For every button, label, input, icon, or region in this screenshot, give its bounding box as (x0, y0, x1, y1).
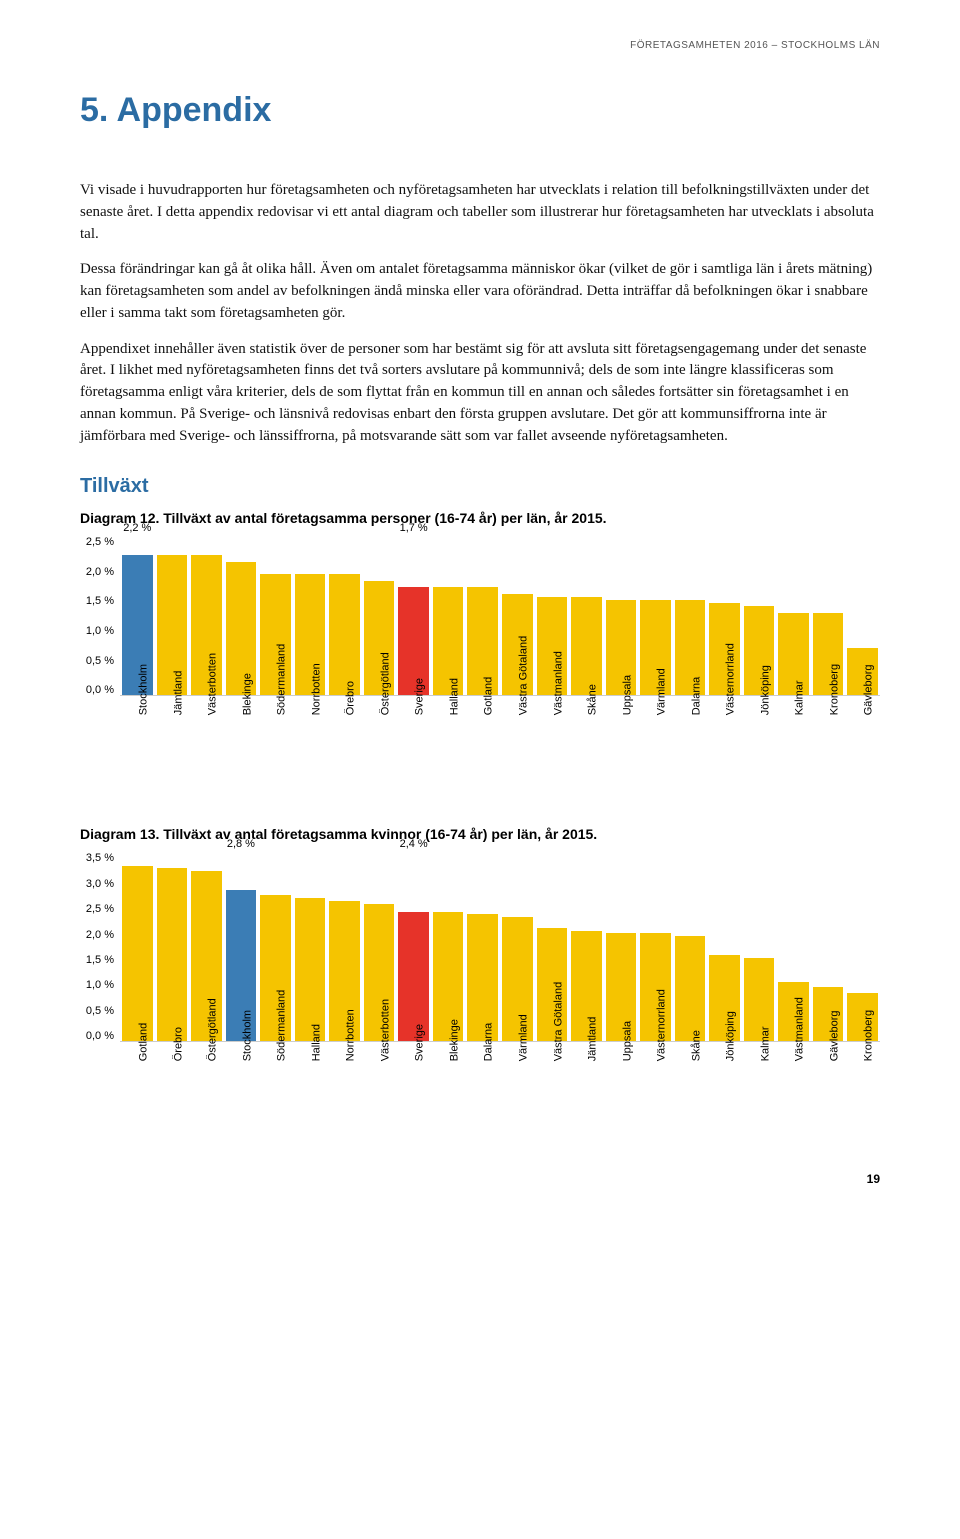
bar-annotation: 2,4 % (400, 838, 428, 852)
bar-slot (606, 536, 637, 695)
y-tick: 3,0 % (80, 878, 114, 890)
bar-gotland (122, 866, 153, 1042)
bar-annotation: 1,7 % (400, 522, 428, 536)
chart-13: Diagram 13. Tillväxt av antal företagsam… (80, 826, 880, 1136)
y-tick: 2,5 % (80, 536, 114, 548)
bar-örebro (157, 868, 188, 1041)
y-tick: 0,5 % (80, 655, 114, 667)
bar-örebro (329, 574, 360, 695)
y-tick: 0,0 % (80, 684, 114, 696)
y-tick: 1,0 % (80, 979, 114, 991)
bar-slot (122, 852, 153, 1041)
page-header: FÖRETAGSAMHETEN 2016 – STOCKHOLMS LÄN (80, 40, 880, 51)
paragraph-2: Dessa förändringar kan gå åt olika håll.… (80, 259, 880, 324)
y-tick: 1,5 % (80, 954, 114, 966)
bar-slot (675, 852, 706, 1041)
y-tick: 2,5 % (80, 903, 114, 915)
y-tick: 2,0 % (80, 566, 114, 578)
bar-skåne (675, 936, 706, 1041)
x-label: Kronoberg (863, 1046, 953, 1077)
chart-13-title: Diagram 13. Tillväxt av antal företagsam… (80, 826, 880, 842)
bar-slot (606, 852, 637, 1041)
bar-slot (295, 852, 326, 1041)
page-number: 19 (80, 1172, 880, 1186)
bar-slot (778, 536, 809, 695)
bar-skåne (571, 597, 602, 696)
bar-halland (295, 898, 326, 1041)
chart-12-title: Diagram 12. Tillväxt av antal företagsam… (80, 510, 880, 526)
chart-13-y-axis: 3,5 % 3,0 % 2,5 % 2,0 % 1,5 % 1,0 % 0,5 % 0,0 % (80, 852, 120, 1042)
chart-12: Diagram 12. Tillväxt av antal företagsam… (80, 510, 880, 790)
bar-slot (226, 536, 257, 695)
bar-slot (329, 536, 360, 695)
bar-slot (502, 852, 533, 1041)
y-tick: 0,0 % (80, 1030, 114, 1042)
y-tick: 0,5 % (80, 1005, 114, 1017)
bar-slot (744, 852, 775, 1041)
bar-slot (571, 852, 602, 1041)
bar-slot (571, 536, 602, 695)
chart-13-x-labels: GotlandÖrebroÖstergötlandStockholmSöderm… (120, 1042, 880, 1136)
chart-12-x-labels: StockholmJämtlandVästerbottenBlekingeSöd… (120, 696, 880, 790)
bar-slot: 2,4 % (398, 852, 429, 1041)
bar-slot: 1,7 % (398, 536, 429, 695)
bar-annotation: 2,8 % (227, 838, 255, 852)
bar-annotation: 2,2 % (123, 522, 151, 536)
section-title: 5. Appendix (80, 91, 880, 130)
x-label: Gävleborg (863, 700, 953, 731)
chart-13-plot: 2,8 %2,4 % (120, 852, 880, 1042)
y-tick: 2,0 % (80, 929, 114, 941)
subsection-title: Tillväxt (80, 475, 880, 498)
bar-slot (675, 536, 706, 695)
paragraph-1: Vi visade i huvudrapporten hur företagsa… (80, 180, 880, 245)
chart-12-y-axis: 2,5 % 2,0 % 1,5 % 1,0 % 0,5 % 0,0 % (80, 536, 120, 696)
bar-slot (467, 536, 498, 695)
bar-sverige (398, 912, 429, 1042)
y-tick: 1,5 % (80, 595, 114, 607)
paragraph-3: Appendixet innehåller även statistik öve… (80, 339, 880, 448)
y-tick: 1,0 % (80, 625, 114, 637)
bar-slot (433, 536, 464, 695)
bar-slot (157, 852, 188, 1041)
bar-slot (433, 852, 464, 1041)
y-tick: 3,5 % (80, 852, 114, 864)
bar-slot (467, 852, 498, 1041)
